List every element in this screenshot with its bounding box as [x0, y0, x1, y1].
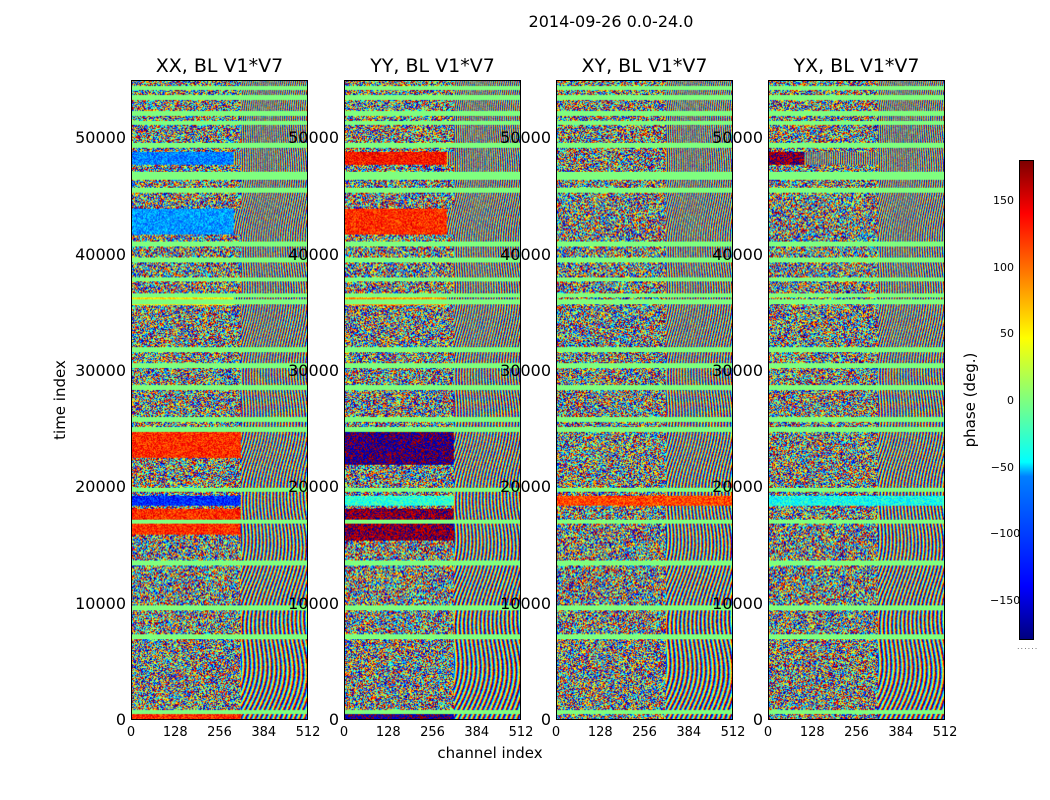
- x-tick-label: 512: [508, 725, 534, 740]
- colorbar-tick-label: 50: [1000, 327, 1014, 341]
- y-tick-label: 30000: [500, 360, 551, 380]
- colorbar-label: phase (deg.): [961, 352, 979, 448]
- x-tick-label: 384: [251, 725, 277, 740]
- x-tick-label: 384: [888, 725, 914, 740]
- y-tick-label: 50000: [712, 128, 763, 148]
- x-tick-label: 0: [551, 725, 561, 740]
- colorbar-tick-label: 150: [993, 194, 1014, 207]
- colorbar-tick-label: −50: [990, 460, 1014, 474]
- y-tick-label: 40000: [500, 244, 551, 264]
- heatmap-xx: [131, 80, 308, 720]
- y-tick-label: 40000: [75, 244, 126, 264]
- y-tick-label: 10000: [712, 593, 763, 613]
- y-tick-label: 50000: [288, 128, 339, 148]
- y-tick-label: 30000: [712, 360, 763, 380]
- x-tick-label: 384: [464, 725, 490, 740]
- heatmap-yy: [344, 80, 521, 720]
- colorbar-tick-label: 100: [993, 260, 1014, 274]
- x-tick-label: 256: [420, 725, 445, 740]
- heatmap-canvas-yy: [345, 81, 520, 719]
- y-tick-label: 10000: [288, 593, 339, 613]
- x-tick-label: 128: [375, 725, 401, 740]
- x-tick-label: 0: [763, 725, 773, 740]
- x-tick-label: 512: [295, 725, 321, 740]
- x-tick-label: 0: [126, 725, 136, 740]
- colorbar-tick-label: 0: [1007, 394, 1014, 407]
- heatmap-xy: [556, 80, 733, 720]
- x-tick-label: 0: [339, 725, 349, 740]
- figure-title: 2014-09-26 0.0-24.0: [528, 12, 694, 31]
- heatmap-canvas-xy: [557, 81, 732, 719]
- x-tick-label: 384: [676, 725, 702, 740]
- y-tick-label: 40000: [712, 244, 763, 264]
- heatmap-canvas-yx: [769, 81, 944, 719]
- heatmap-yx: [768, 80, 945, 720]
- x-tick-label: 256: [844, 725, 869, 740]
- y-tick-label: 0: [752, 710, 763, 729]
- y-tick-label: 40000: [288, 244, 339, 264]
- y-tick-label: 20000: [712, 477, 763, 497]
- y-tick-label: 10000: [500, 593, 551, 613]
- y-tick-label: 30000: [75, 360, 126, 380]
- x-tick-label: 128: [799, 725, 825, 740]
- x-tick-label: 512: [720, 725, 746, 740]
- x-tick-label: 512: [932, 725, 958, 740]
- x-tick-label: 128: [587, 725, 613, 740]
- panel-title-xx: XX, BL V1*V7: [155, 55, 284, 77]
- y-tick-label: 0: [328, 710, 339, 729]
- y-tick-label: 0: [115, 710, 126, 729]
- y-tick-label: 30000: [288, 360, 339, 380]
- y-tick-label: 20000: [500, 477, 551, 497]
- y-tick-label: 50000: [500, 128, 551, 148]
- heatmap-canvas-xx: [132, 81, 307, 719]
- panel-title-xy: XY, BL V1*V7: [581, 55, 708, 77]
- x-tick-label: 256: [632, 725, 657, 740]
- panel-title-yy: YY, BL V1*V7: [370, 55, 495, 77]
- panel-title-yx: YX, BL V1*V7: [793, 55, 920, 77]
- colorbar-extension-marks: ......: [1017, 642, 1039, 651]
- x-tick-label: 256: [207, 725, 232, 740]
- x-tick-label: 128: [162, 725, 188, 740]
- y-tick-label: 20000: [288, 477, 339, 497]
- x-axis-label: channel index: [437, 744, 543, 762]
- colorbar-tick-label: −100: [990, 527, 1021, 541]
- colorbar: [1019, 160, 1034, 640]
- y-axis-label: time index: [51, 360, 69, 440]
- y-tick-label: 50000: [75, 128, 126, 148]
- colorbar-tick-label: −150: [990, 594, 1021, 607]
- y-tick-label: 0: [540, 710, 551, 729]
- y-tick-label: 10000: [75, 593, 126, 613]
- y-tick-label: 20000: [75, 477, 126, 497]
